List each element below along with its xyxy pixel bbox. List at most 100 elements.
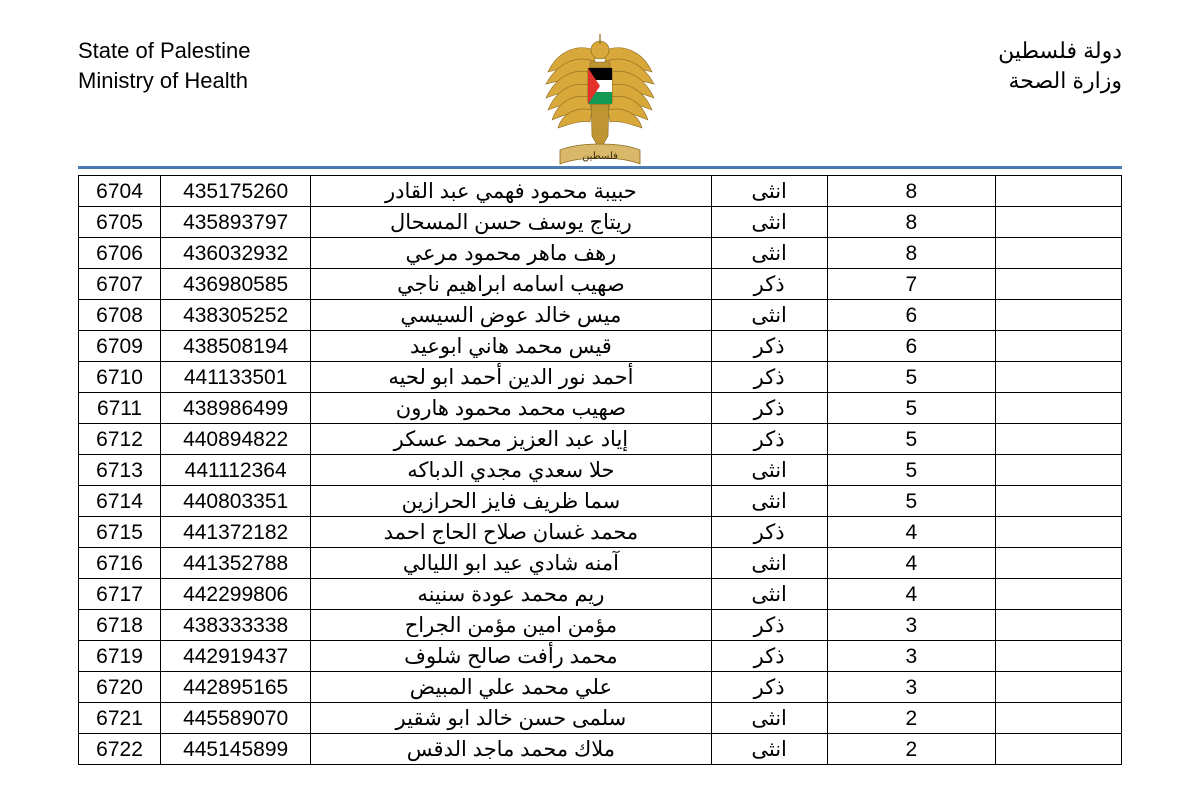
table-row: 6705435893797ريتاج يوسف حسن المسحالانثى8	[79, 207, 1122, 238]
cell-gender: ذكر	[711, 393, 827, 424]
cell-index: 6710	[79, 362, 161, 393]
cell-index: 6709	[79, 331, 161, 362]
table-row: 6711438986499صهيب محمد محمود هارونذكر5	[79, 393, 1122, 424]
org-title-ar-line1: دولة فلسطين	[998, 36, 1122, 66]
table-row: 6714440803351سما ظريف فايز الحرازينانثى5	[79, 486, 1122, 517]
cell-blank	[995, 424, 1121, 455]
cell-gender: ذكر	[711, 269, 827, 300]
cell-blank	[995, 393, 1121, 424]
cell-gender: ذكر	[711, 672, 827, 703]
cell-age: 4	[827, 548, 995, 579]
cell-index: 6717	[79, 579, 161, 610]
cell-age: 5	[827, 455, 995, 486]
table-row: 6716441352788آمنه شادي عيد ابو اللياليان…	[79, 548, 1122, 579]
cell-age: 2	[827, 734, 995, 765]
cell-id: 438508194	[161, 331, 311, 362]
cell-id: 441352788	[161, 548, 311, 579]
cell-index: 6708	[79, 300, 161, 331]
cell-index: 6715	[79, 517, 161, 548]
cell-age: 3	[827, 672, 995, 703]
cell-id: 442299806	[161, 579, 311, 610]
cell-name: قيس محمد هاني ابوعيد	[311, 331, 711, 362]
cell-id: 436032932	[161, 238, 311, 269]
cell-id: 441112364	[161, 455, 311, 486]
cell-index: 6707	[79, 269, 161, 300]
cell-age: 3	[827, 641, 995, 672]
cell-name: صهيب محمد محمود هارون	[311, 393, 711, 424]
table-row: 6709438508194قيس محمد هاني ابوعيدذكر6	[79, 331, 1122, 362]
cell-name: سما ظريف فايز الحرازين	[311, 486, 711, 517]
cell-age: 2	[827, 703, 995, 734]
cell-age: 7	[827, 269, 995, 300]
org-title-en: State of Palestine Ministry of Health	[78, 36, 250, 95]
cell-gender: انثى	[711, 300, 827, 331]
cell-gender: ذكر	[711, 362, 827, 393]
cell-age: 5	[827, 486, 995, 517]
cell-name: محمد رأفت صالح شلوف	[311, 641, 711, 672]
cell-gender: انثى	[711, 703, 827, 734]
cell-id: 438333338	[161, 610, 311, 641]
table-row: 6708438305252ميس خالد عوض السيسيانثى6	[79, 300, 1122, 331]
cell-index: 6704	[79, 176, 161, 207]
cell-blank	[995, 486, 1121, 517]
cell-index: 6716	[79, 548, 161, 579]
cell-id: 440894822	[161, 424, 311, 455]
cell-age: 8	[827, 176, 995, 207]
cell-name: رهف ماهر محمود مرعي	[311, 238, 711, 269]
cell-index: 6713	[79, 455, 161, 486]
cell-index: 6721	[79, 703, 161, 734]
cell-index: 6722	[79, 734, 161, 765]
cell-index: 6705	[79, 207, 161, 238]
table-row: 6710441133501أحمد نور الدين أحمد ابو لحي…	[79, 362, 1122, 393]
cell-id: 435175260	[161, 176, 311, 207]
cell-index: 6719	[79, 641, 161, 672]
cell-index: 6712	[79, 424, 161, 455]
cell-gender: انثى	[711, 207, 827, 238]
table-row: 6718438333338مؤمن امين مؤمن الجراحذكر3	[79, 610, 1122, 641]
org-title-ar: دولة فلسطين وزارة الصحة	[998, 36, 1122, 95]
cell-name: ريم محمد عودة سنينه	[311, 579, 711, 610]
cell-id: 445589070	[161, 703, 311, 734]
cell-blank	[995, 331, 1121, 362]
cell-name: صهيب اسامه ابراهيم ناجي	[311, 269, 711, 300]
cell-index: 6706	[79, 238, 161, 269]
table-row: 6715441372182محمد غسان صلاح الحاج احمدذك…	[79, 517, 1122, 548]
cell-blank	[995, 455, 1121, 486]
cell-gender: انثى	[711, 548, 827, 579]
records-table: 6704435175260حبيبة محمود فهمي عبد القادر…	[78, 175, 1122, 765]
org-title-en-line1: State of Palestine	[78, 36, 250, 66]
table-row: 6719442919437محمد رأفت صالح شلوفذكر3	[79, 641, 1122, 672]
cell-id: 441372182	[161, 517, 311, 548]
document-page: State of Palestine Ministry of Health	[0, 0, 1200, 765]
cell-gender: انثى	[711, 579, 827, 610]
cell-gender: ذكر	[711, 517, 827, 548]
letterhead: State of Palestine Ministry of Health	[78, 36, 1122, 166]
cell-index: 6714	[79, 486, 161, 517]
table-row: 6712440894822إياد عبد العزيز محمد عسكرذك…	[79, 424, 1122, 455]
cell-age: 8	[827, 207, 995, 238]
cell-gender: ذكر	[711, 331, 827, 362]
cell-id: 436980585	[161, 269, 311, 300]
table-row: 6713441112364حلا سعدي مجدي الدباكهانثى5	[79, 455, 1122, 486]
table-row: 6704435175260حبيبة محمود فهمي عبد القادر…	[79, 176, 1122, 207]
state-emblem-icon: فلسطين	[540, 32, 660, 172]
cell-blank	[995, 610, 1121, 641]
cell-gender: انثى	[711, 238, 827, 269]
table-row: 6707436980585صهيب اسامه ابراهيم ناجيذكر7	[79, 269, 1122, 300]
cell-blank	[995, 176, 1121, 207]
cell-blank	[995, 362, 1121, 393]
cell-name: علي محمد علي المبيض	[311, 672, 711, 703]
cell-gender: انثى	[711, 455, 827, 486]
cell-name: ريتاج يوسف حسن المسحال	[311, 207, 711, 238]
cell-age: 4	[827, 579, 995, 610]
cell-id: 440803351	[161, 486, 311, 517]
cell-blank	[995, 517, 1121, 548]
cell-blank	[995, 548, 1121, 579]
cell-name: حلا سعدي مجدي الدباكه	[311, 455, 711, 486]
cell-gender: انثى	[711, 176, 827, 207]
table-row: 6722445145899ملاك محمد ماجد الدقسانثى2	[79, 734, 1122, 765]
table-row: 6720442895165علي محمد علي المبيضذكر3	[79, 672, 1122, 703]
cell-id: 438986499	[161, 393, 311, 424]
cell-id: 445145899	[161, 734, 311, 765]
cell-name: ملاك محمد ماجد الدقس	[311, 734, 711, 765]
